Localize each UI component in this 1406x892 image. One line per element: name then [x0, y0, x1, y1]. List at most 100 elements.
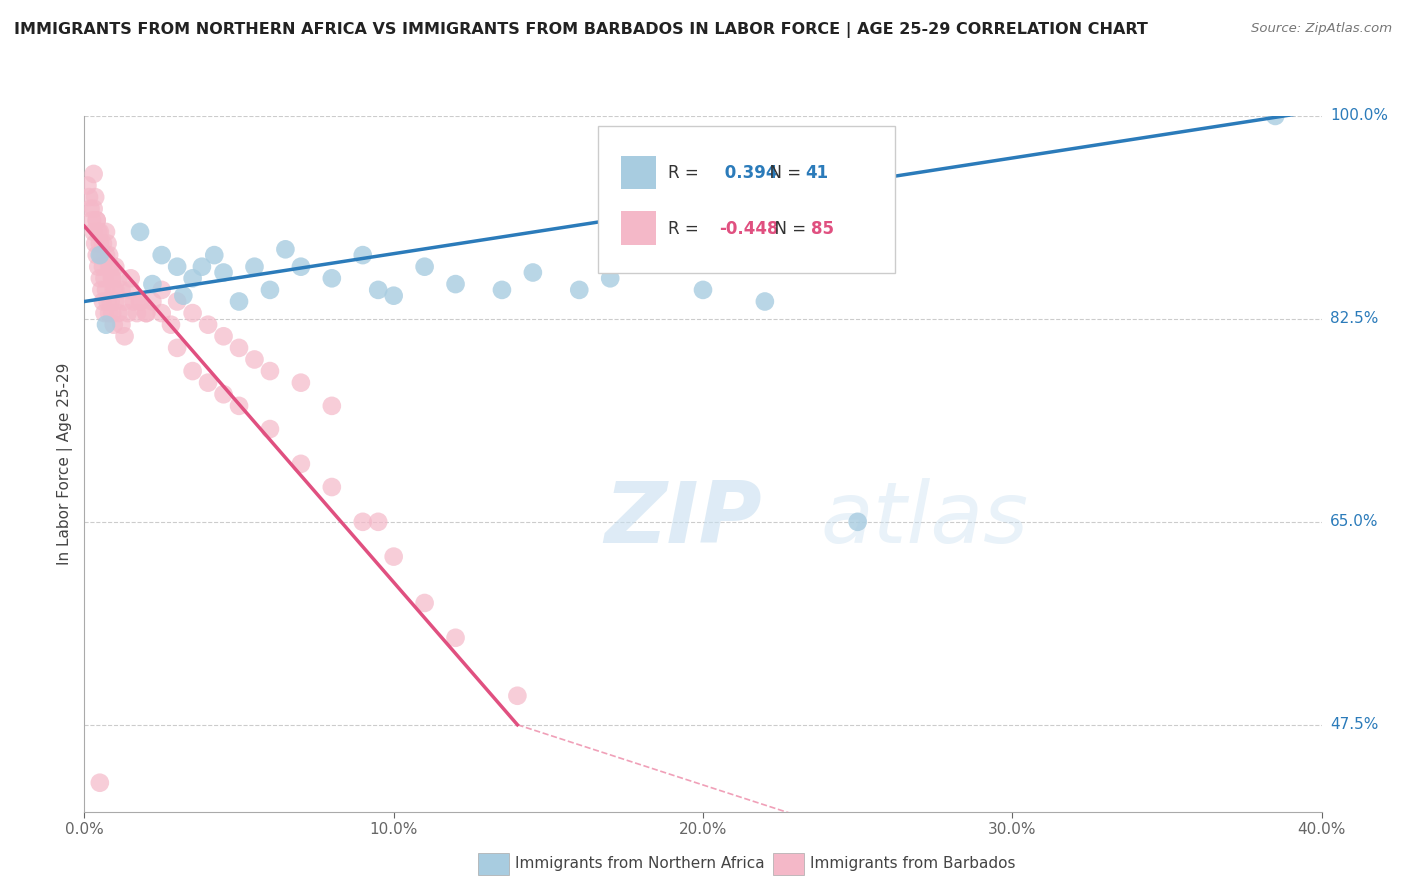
FancyBboxPatch shape	[598, 127, 894, 273]
Point	[352, 515, 374, 529]
Point	[160, 318, 183, 332]
Point	[93, 306, 115, 320]
Point	[120, 283, 142, 297]
Point	[568, 283, 591, 297]
Point	[166, 294, 188, 309]
Point	[98, 260, 121, 274]
Point	[181, 306, 204, 320]
Point	[846, 515, 869, 529]
Point	[90, 283, 112, 297]
Point	[135, 306, 157, 320]
Point	[382, 289, 405, 303]
Point	[202, 248, 225, 262]
Point	[86, 213, 108, 227]
Text: Source: ZipAtlas.com: Source: ZipAtlas.com	[1251, 22, 1392, 36]
Point	[114, 294, 136, 309]
Point	[76, 178, 98, 193]
Point	[82, 213, 104, 227]
Point	[94, 283, 117, 297]
Point	[1264, 109, 1286, 123]
FancyBboxPatch shape	[621, 211, 657, 244]
Point	[103, 283, 125, 297]
Text: Immigrants from Barbados: Immigrants from Barbados	[810, 856, 1015, 871]
Point	[101, 271, 124, 285]
Text: 65.0%: 65.0%	[1330, 515, 1378, 529]
Point	[100, 294, 122, 309]
Point	[506, 689, 529, 703]
Point	[135, 306, 157, 320]
Point	[243, 260, 266, 274]
Point	[491, 283, 513, 297]
Text: 47.5%: 47.5%	[1330, 717, 1378, 732]
Point	[172, 289, 194, 303]
Point	[367, 283, 389, 297]
Point	[89, 236, 111, 251]
Point	[321, 399, 343, 413]
Point	[212, 266, 235, 280]
Point	[98, 306, 121, 320]
Point	[228, 294, 250, 309]
Point	[101, 306, 124, 320]
Text: R =: R =	[668, 164, 704, 182]
Point	[367, 515, 389, 529]
Point	[321, 271, 343, 285]
Point	[91, 294, 114, 309]
Point	[197, 318, 219, 332]
Point	[100, 260, 122, 274]
Point	[122, 294, 145, 309]
Point	[197, 376, 219, 390]
Text: Immigrants from Northern Africa: Immigrants from Northern Africa	[515, 856, 765, 871]
Point	[259, 283, 281, 297]
Point	[94, 248, 117, 262]
Point	[150, 306, 173, 320]
Point	[599, 271, 621, 285]
Point	[125, 306, 148, 320]
Point	[150, 248, 173, 262]
Point	[104, 283, 127, 297]
Point	[94, 318, 117, 332]
Point	[91, 260, 114, 274]
Text: N =: N =	[763, 219, 811, 237]
Point	[79, 202, 101, 216]
Point	[87, 225, 110, 239]
Point	[444, 277, 467, 291]
Point	[89, 225, 111, 239]
Point	[107, 271, 129, 285]
Text: 41: 41	[806, 164, 828, 182]
Point	[692, 283, 714, 297]
Point	[94, 225, 117, 239]
Point	[86, 213, 108, 227]
Point	[110, 283, 132, 297]
Point	[444, 631, 467, 645]
Point	[107, 306, 129, 320]
Point	[114, 329, 136, 343]
Text: ZIP: ZIP	[605, 478, 762, 561]
Point	[129, 225, 152, 239]
Point	[104, 294, 127, 309]
Point	[166, 341, 188, 355]
Point	[259, 364, 281, 378]
Point	[90, 248, 112, 262]
Point	[86, 248, 108, 262]
Point	[212, 329, 235, 343]
Point	[120, 271, 142, 285]
Point	[413, 260, 436, 274]
Point	[77, 190, 100, 204]
Point	[212, 387, 235, 401]
Point	[181, 271, 204, 285]
Text: 0.394: 0.394	[718, 164, 778, 182]
Point	[129, 294, 152, 309]
Point	[754, 294, 776, 309]
Point	[83, 167, 105, 181]
Text: -0.448: -0.448	[718, 219, 779, 237]
Point	[96, 236, 118, 251]
Point	[522, 266, 544, 280]
Point	[413, 596, 436, 610]
Point	[91, 236, 114, 251]
Point	[290, 457, 312, 471]
Point	[87, 260, 110, 274]
Text: 100.0%: 100.0%	[1330, 109, 1388, 123]
Point	[101, 271, 124, 285]
Point	[83, 225, 105, 239]
Point	[290, 376, 312, 390]
